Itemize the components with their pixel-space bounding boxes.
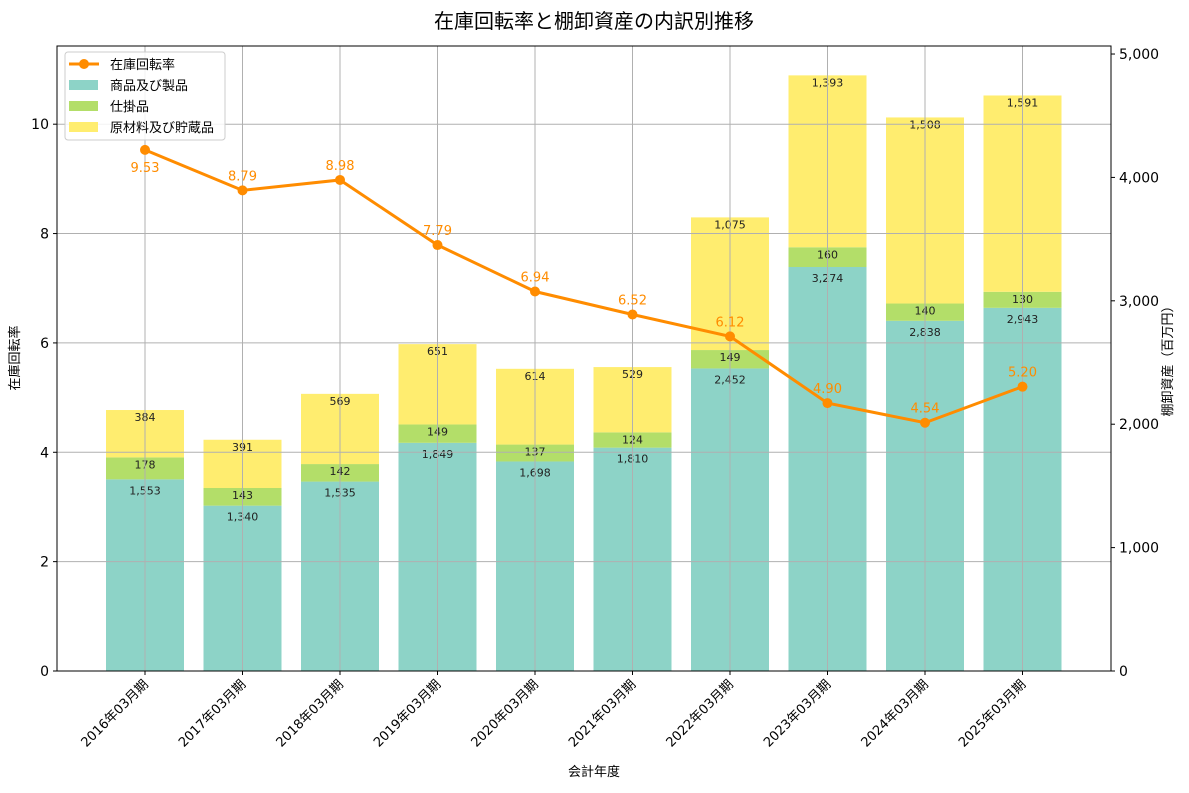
turnover-point [822,398,833,409]
turnover-point [140,144,150,155]
y2-tick-label: 4,000 [1119,170,1159,186]
turnover-point [1017,381,1028,392]
y2-tick-label: 5,000 [1119,47,1159,63]
x-tick-label: 2020年03月期 [469,677,542,750]
turnover-value-label: 7.79 [423,224,452,239]
turnover-point [237,185,248,196]
y-tick-label: 6 [40,336,49,352]
x-tick-label: 2018年03月期 [274,677,347,750]
y2-tick-label: 3,000 [1119,294,1159,310]
turnover-value-label: 8.98 [326,159,355,174]
x-tick-label: 2021年03月期 [566,677,639,750]
legend-swatch [69,80,98,90]
y2-axis-label: 棚卸資産（百万円） [1160,299,1176,416]
turnover-point [725,331,735,342]
y-tick-label: 8 [40,227,49,243]
x-tick-label: 2019年03月期 [371,677,444,750]
y2-tick-label: 2,000 [1119,417,1159,433]
x-tick-label: 2025年03月期 [956,677,1029,750]
y-tick-label: 0 [40,664,49,680]
y-axis-label: 在庫回転率 [7,325,23,390]
x-tick-label: 2016年03月期 [79,677,152,750]
turnover-value-label: 4.90 [813,382,842,397]
turnover-value-label: 6.52 [618,293,647,308]
legend-swatch [69,101,98,111]
turnover-point [335,174,345,185]
turnover-value-label: 8.79 [228,169,257,184]
turnover-value-label: 6.94 [521,271,550,286]
y2-tick-label: 1,000 [1119,541,1159,557]
turnover-value-label: 4.54 [911,402,940,417]
turnover-value-label: 9.53 [131,161,160,176]
turnover-point [920,417,930,428]
x-tick-label: 2023年03月期 [761,677,834,750]
y2-tick-label: 0 [1119,664,1128,680]
turnover-line [144,148,1024,425]
y-tick-label: 10 [31,117,49,133]
legend-label: 仕掛品 [110,100,149,115]
turnover-point [627,309,638,320]
legend-box [64,51,226,141]
plot-frame [56,45,1112,672]
turnover-point [432,240,443,251]
legend-marker [79,59,89,69]
chart-title: 在庫回転率と棚卸資産の内訳別推移 [434,9,754,33]
legend-label: 商品及び製品 [110,79,188,94]
x-tick-label: 2017年03月期 [176,677,249,750]
y-tick-label: 2 [40,555,49,571]
turnover-value-label: 6.12 [716,315,745,330]
y-tick-label: 4 [40,445,49,461]
legend-swatch [69,122,98,132]
turnover-value-label: 5.20 [1008,366,1037,381]
legend-label: 在庫回転率 [110,57,175,73]
turnover-point [530,286,540,297]
x-tick-label: 2022年03月期 [664,677,737,750]
x-axis-label: 会計年度 [568,764,620,780]
legend-label: 原材料及び貯蔵品 [110,121,214,136]
x-tick-label: 2024年03月期 [859,677,932,750]
